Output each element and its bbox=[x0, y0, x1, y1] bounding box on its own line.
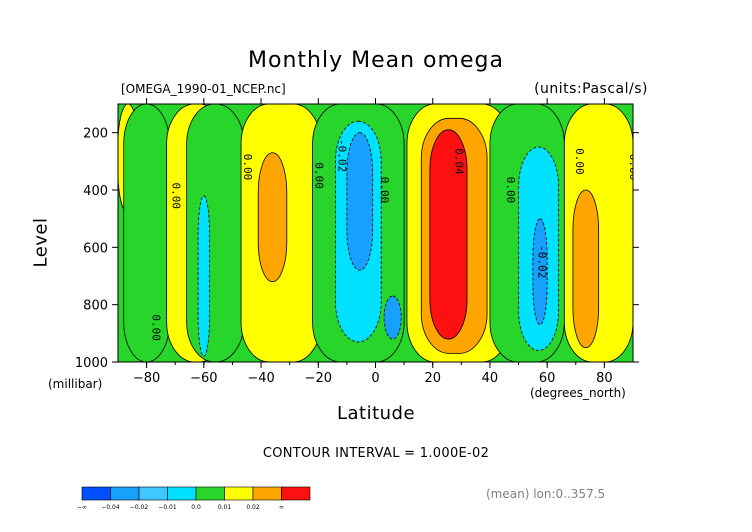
x-axis-unit: (degrees_north) bbox=[530, 386, 626, 400]
colorbar-bin bbox=[252, 486, 282, 501]
contour-label: 0.00 bbox=[573, 148, 586, 175]
colorbar-label: −∞ bbox=[77, 504, 87, 511]
contour-label: 0.00 bbox=[149, 314, 162, 341]
region-cyan-sh-mid bbox=[197, 195, 210, 357]
x-tick-label: −40 bbox=[247, 371, 274, 386]
colorbar-bin bbox=[110, 486, 140, 501]
contour-label: 0.00 bbox=[378, 177, 391, 204]
colorbar: −0.04 −0.02 −0.01 0.0 0.01 0.02 ∞ −∞ bbox=[77, 486, 311, 511]
region-orange-sh-tropic bbox=[257, 152, 288, 283]
x-tick-label: −80 bbox=[133, 371, 160, 386]
contour-label: 0.00 bbox=[241, 154, 254, 181]
colorbar-bin bbox=[167, 486, 197, 501]
contour-label: 0.00 bbox=[504, 177, 517, 204]
colorbar-bin bbox=[138, 486, 168, 501]
colorbar-bin bbox=[281, 486, 311, 501]
region-green-sh-mid bbox=[186, 104, 245, 362]
units-label: (units:Pascal/s) bbox=[534, 81, 648, 97]
y-tick-label: 800 bbox=[83, 299, 108, 314]
contour-label: 0.00 bbox=[169, 182, 182, 209]
x-tick-label: 80 bbox=[596, 371, 613, 386]
contour-label: 0.04 bbox=[453, 148, 466, 175]
colorbar-bin bbox=[81, 486, 111, 501]
mean-note: (mean) lon:0..357.5 bbox=[486, 487, 606, 501]
colorbar-bin bbox=[224, 486, 254, 501]
contour-interval-label: CONTOUR INTERVAL = 1.000E-02 bbox=[262, 446, 490, 461]
chart-title: Monthly Mean omega bbox=[248, 48, 504, 73]
contour-label: 0.00 bbox=[312, 162, 325, 189]
colorbar-label: 0.0 bbox=[191, 504, 201, 511]
region-orange-nh-high bbox=[572, 189, 600, 349]
x-tick-label: 20 bbox=[424, 371, 441, 386]
x-axis-title: Latitude bbox=[336, 403, 416, 424]
x-tick-label: 60 bbox=[539, 371, 556, 386]
region-blue-nh-mid bbox=[532, 218, 548, 326]
region-blue-eq-low bbox=[383, 295, 402, 340]
y-tick-label: 200 bbox=[83, 127, 108, 142]
x-tick-label: −60 bbox=[190, 371, 217, 386]
region-red-nh-tropic bbox=[429, 129, 468, 340]
contour-label: 0.00 bbox=[627, 154, 640, 181]
colorbar-label: −0.02 bbox=[130, 504, 149, 511]
y-axis-unit: (millibar) bbox=[48, 377, 103, 391]
colorbar-label: 0.02 bbox=[246, 504, 260, 511]
contour-label: -0.02 bbox=[536, 245, 549, 278]
y-tick-label: 600 bbox=[83, 241, 108, 256]
colorbar-bin bbox=[195, 486, 225, 501]
region-blue-eq bbox=[346, 132, 374, 271]
contour-label: -0.02 bbox=[335, 139, 348, 172]
x-tick-label: 40 bbox=[482, 371, 499, 386]
y-tick-label: 1000 bbox=[75, 356, 108, 371]
y-tick-label: 400 bbox=[83, 184, 108, 199]
colorbar-label: −0.01 bbox=[158, 504, 177, 511]
x-tick-label: −20 bbox=[305, 371, 332, 386]
x-tick-label: 0 bbox=[371, 371, 379, 386]
colorbar-label: ∞ bbox=[279, 504, 284, 511]
colorbar-label: −0.04 bbox=[101, 504, 120, 511]
colorbar-label: 0.01 bbox=[218, 504, 232, 511]
file-label: [OMEGA_1990-01_NCEP.nc] bbox=[121, 82, 286, 96]
